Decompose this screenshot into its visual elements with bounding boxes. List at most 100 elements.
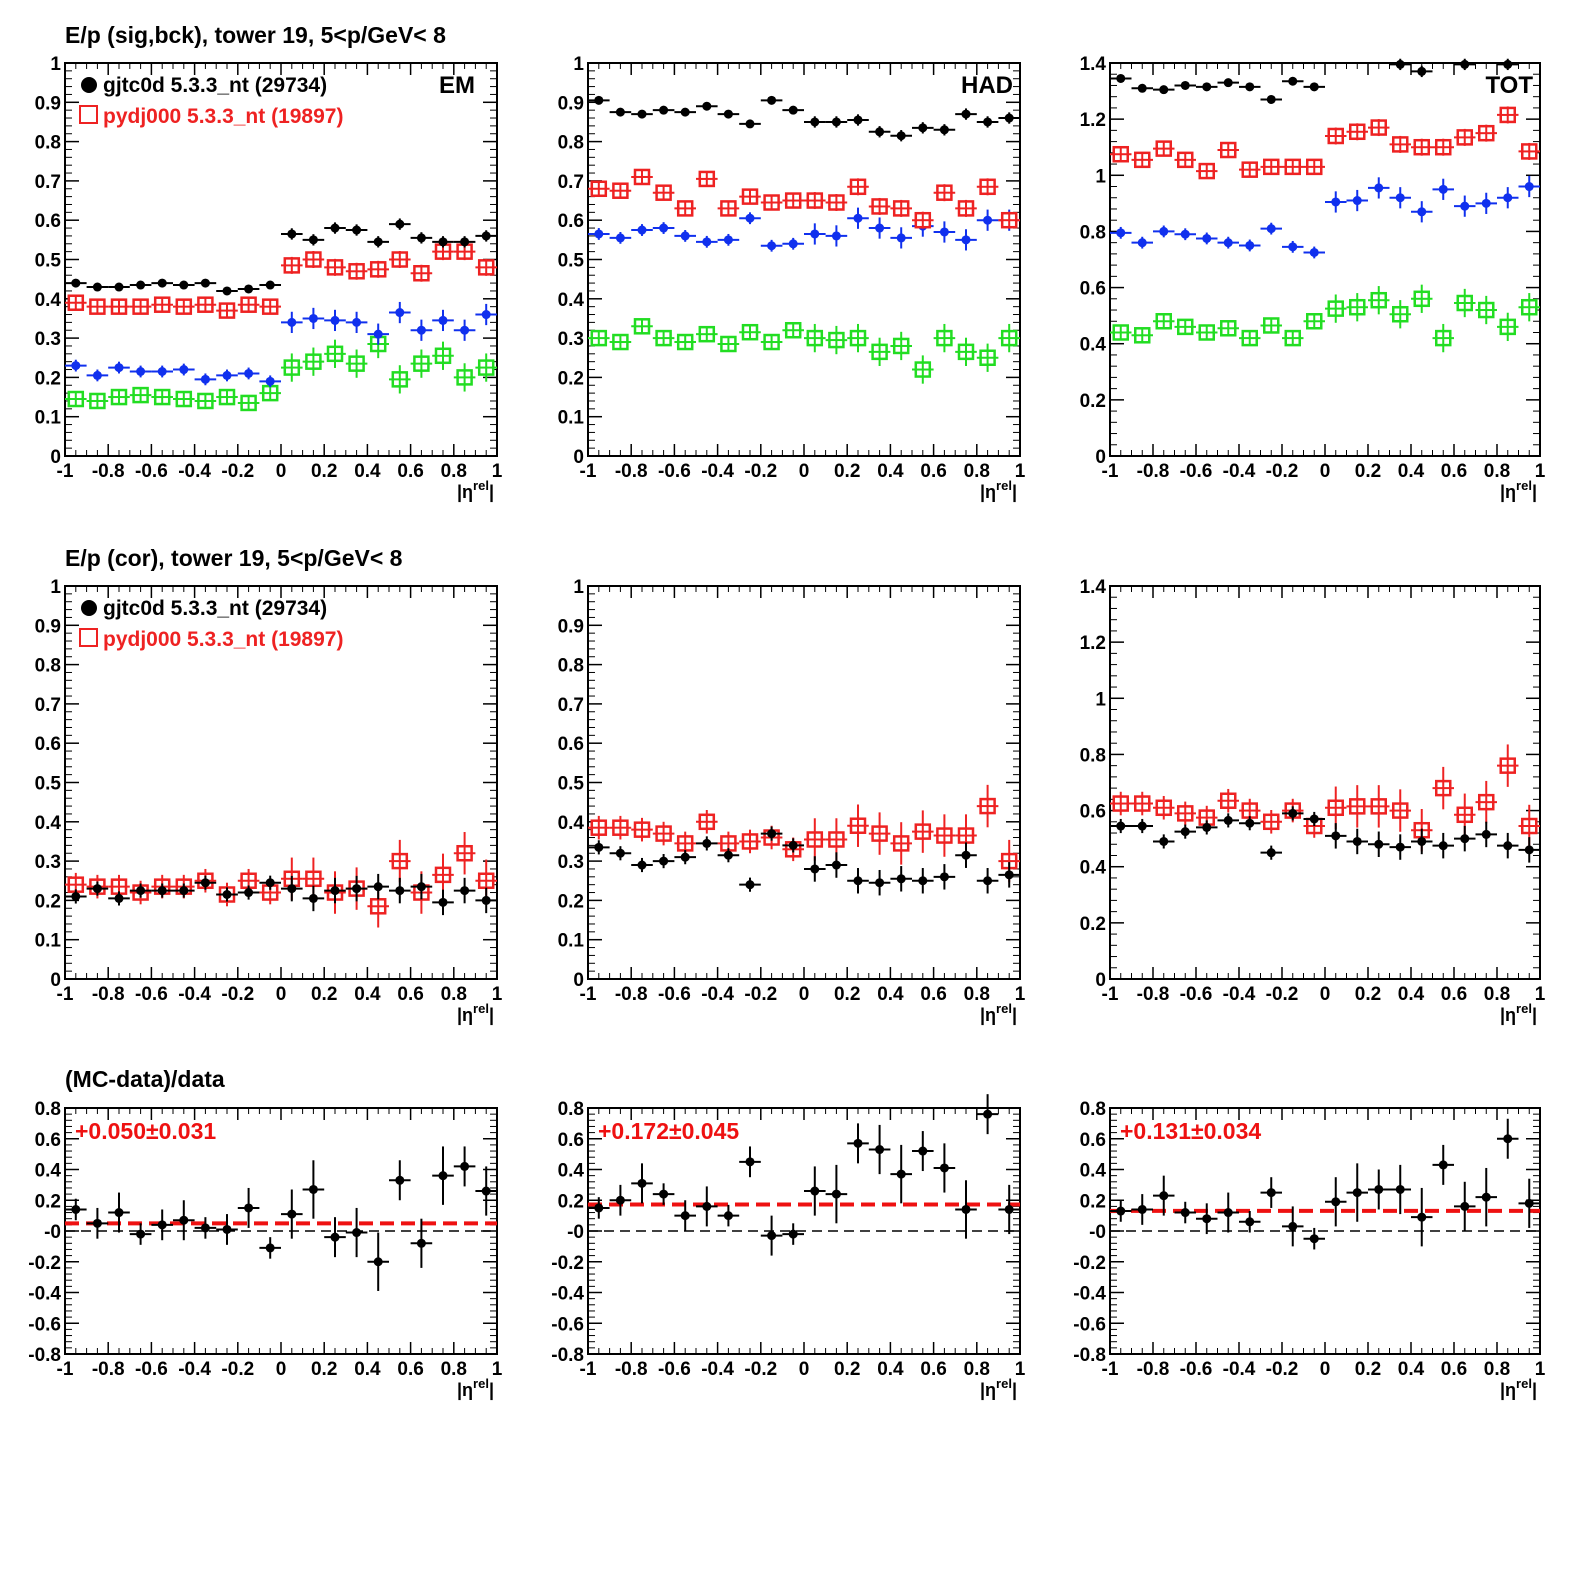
data-point (453, 1146, 476, 1187)
data-point (302, 251, 325, 268)
fit-annotation-tot: +0.131±0.034 (1120, 1118, 1261, 1144)
y-tick-label: -0.8 (551, 1345, 584, 1366)
data-point (912, 122, 934, 134)
marker (788, 840, 798, 850)
x-tick-label: -0.6 (135, 1359, 168, 1380)
marker (373, 882, 383, 892)
marker (853, 213, 863, 223)
data-point (410, 232, 433, 244)
marker (939, 872, 949, 882)
panel-em_sigbck: -1 -0.8 -0.6 -0.4 -0.2 0 0.2 0.4 0.6 0.8 1|ηrel|00… (35, 54, 503, 502)
y-tick-label: -0.8 (28, 1345, 61, 1366)
x-axis-label-main: |η (457, 1005, 473, 1025)
data-point (302, 347, 325, 376)
data-point (86, 392, 109, 410)
data-point (129, 280, 152, 290)
marker (373, 1257, 383, 1267)
marker (1116, 1206, 1126, 1216)
data-point (782, 1223, 804, 1245)
data-point (1411, 828, 1433, 855)
data-point (194, 278, 217, 288)
data-point (1432, 1144, 1454, 1185)
marker (788, 239, 798, 249)
data-point (717, 200, 740, 217)
y-tick-label: 1.4 (1080, 54, 1107, 75)
marker (767, 95, 777, 105)
data-point (1282, 76, 1304, 86)
data-point (1346, 293, 1368, 322)
marker (1481, 1192, 1491, 1202)
y-tick-label: 0.8 (35, 1099, 61, 1120)
x-tick-label: 0.8 (964, 461, 990, 482)
marker (680, 1211, 690, 1221)
marker (438, 897, 448, 907)
marker (1245, 82, 1255, 92)
data-point (108, 1192, 130, 1233)
data-point (588, 329, 610, 347)
marker (1374, 183, 1384, 193)
data-point (345, 875, 368, 902)
marker (92, 282, 102, 292)
marker (1524, 845, 1534, 855)
marker (157, 886, 167, 896)
x-tick-label: 0.8 (1484, 461, 1510, 482)
data-point (609, 107, 632, 117)
x-tick-label: -0.6 (1180, 984, 1213, 1005)
y-tick-label: 0.7 (558, 172, 584, 193)
data-point (389, 251, 411, 268)
y-tick-label: 0.2 (35, 368, 61, 389)
x-tick-label: -1 (1102, 461, 1119, 482)
data-point (1497, 1118, 1519, 1159)
y-tick-label: 0.1 (558, 408, 585, 429)
y-tick-label: 0.8 (35, 656, 61, 677)
y-tick-label: 0.1 (35, 931, 62, 952)
data-point (1432, 832, 1454, 859)
data-point (65, 278, 87, 288)
data-point (194, 373, 217, 386)
data-point (367, 236, 389, 248)
marker (1352, 836, 1362, 846)
data-point (1454, 128, 1476, 146)
x-tick-label: -1 (57, 461, 74, 482)
marker (1481, 198, 1491, 208)
data-point (696, 170, 718, 188)
data-point (1282, 806, 1304, 821)
x-axis-label-end: | (1012, 482, 1017, 502)
y-tick-label: 0 (573, 447, 584, 468)
data-point (389, 1160, 411, 1201)
data-point (1411, 284, 1433, 313)
data-point (108, 891, 130, 906)
x-tick-label: 1 (492, 984, 503, 1005)
marker (767, 1231, 777, 1241)
data-point (955, 814, 977, 857)
data-point (237, 284, 260, 294)
x-tick-label: -0.8 (1137, 461, 1170, 482)
marker (939, 227, 949, 237)
data-point (1239, 161, 1261, 178)
data-point (717, 109, 740, 119)
data-point (65, 889, 87, 904)
legend-data-label: gjtc0d 5.3.3_nt (29734) (103, 74, 327, 97)
data-point (1153, 1175, 1175, 1216)
data-point (1497, 58, 1519, 71)
data-point (1217, 236, 1239, 249)
x-tick-label: -0.4 (1223, 461, 1256, 482)
data-point (782, 237, 804, 250)
data-point (345, 311, 368, 333)
data-point (588, 95, 610, 105)
y-tick-label: -0.2 (28, 1253, 61, 1274)
x-tick-label: -1 (580, 984, 597, 1005)
data-point (86, 282, 109, 292)
y-tick-label: 1.2 (1080, 110, 1106, 131)
row3-title: (MC-data)/data (65, 1066, 225, 1092)
data-point (868, 869, 891, 896)
y-tick-label: 0.2 (1080, 914, 1106, 935)
marker (961, 850, 971, 860)
x-tick-label: -0.6 (135, 461, 168, 482)
marker (438, 315, 448, 325)
data-point (976, 868, 999, 894)
x-tick-label: -0.6 (658, 1359, 691, 1380)
data-point (868, 1124, 891, 1175)
y-tick-label: 0.3 (558, 852, 584, 873)
legend-data-marker (81, 77, 97, 93)
